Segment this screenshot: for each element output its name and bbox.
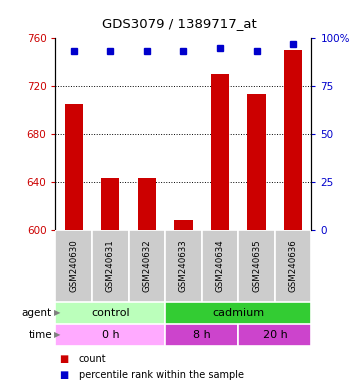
Text: 8 h: 8 h — [193, 330, 211, 340]
Bar — [65, 104, 83, 230]
Text: GSM240632: GSM240632 — [142, 240, 151, 292]
Text: GSM240636: GSM240636 — [289, 240, 297, 292]
Text: GDS3079 / 1389717_at: GDS3079 / 1389717_at — [102, 17, 256, 30]
Text: GSM240630: GSM240630 — [69, 240, 78, 292]
Bar — [202, 230, 238, 302]
Bar — [129, 230, 165, 302]
Text: ■: ■ — [59, 370, 68, 380]
Text: GSM240633: GSM240633 — [179, 240, 188, 292]
Text: ▶: ▶ — [54, 331, 60, 339]
Bar — [211, 74, 229, 230]
Bar — [275, 230, 311, 302]
Text: 0 h: 0 h — [102, 330, 119, 340]
Text: 20 h: 20 h — [262, 330, 287, 340]
Bar — [55, 324, 165, 346]
Text: GSM240631: GSM240631 — [106, 240, 115, 292]
Text: ■: ■ — [59, 354, 68, 364]
Text: percentile rank within the sample: percentile rank within the sample — [79, 370, 244, 380]
Bar — [247, 94, 266, 230]
Bar — [138, 179, 156, 230]
Bar — [165, 230, 202, 302]
Bar — [101, 179, 120, 230]
Bar — [174, 220, 193, 230]
Bar — [165, 324, 238, 346]
Bar — [55, 230, 92, 302]
Text: time: time — [28, 330, 52, 340]
Text: ▶: ▶ — [54, 308, 60, 318]
Bar — [238, 324, 311, 346]
Text: count: count — [79, 354, 106, 364]
Text: control: control — [91, 308, 130, 318]
Bar — [238, 230, 275, 302]
Bar — [284, 50, 302, 230]
Text: agent: agent — [22, 308, 52, 318]
Bar — [55, 302, 165, 324]
Text: cadmium: cadmium — [212, 308, 265, 318]
Bar — [165, 302, 311, 324]
Text: GSM240634: GSM240634 — [216, 240, 224, 292]
Bar — [92, 230, 129, 302]
Text: GSM240635: GSM240635 — [252, 240, 261, 292]
